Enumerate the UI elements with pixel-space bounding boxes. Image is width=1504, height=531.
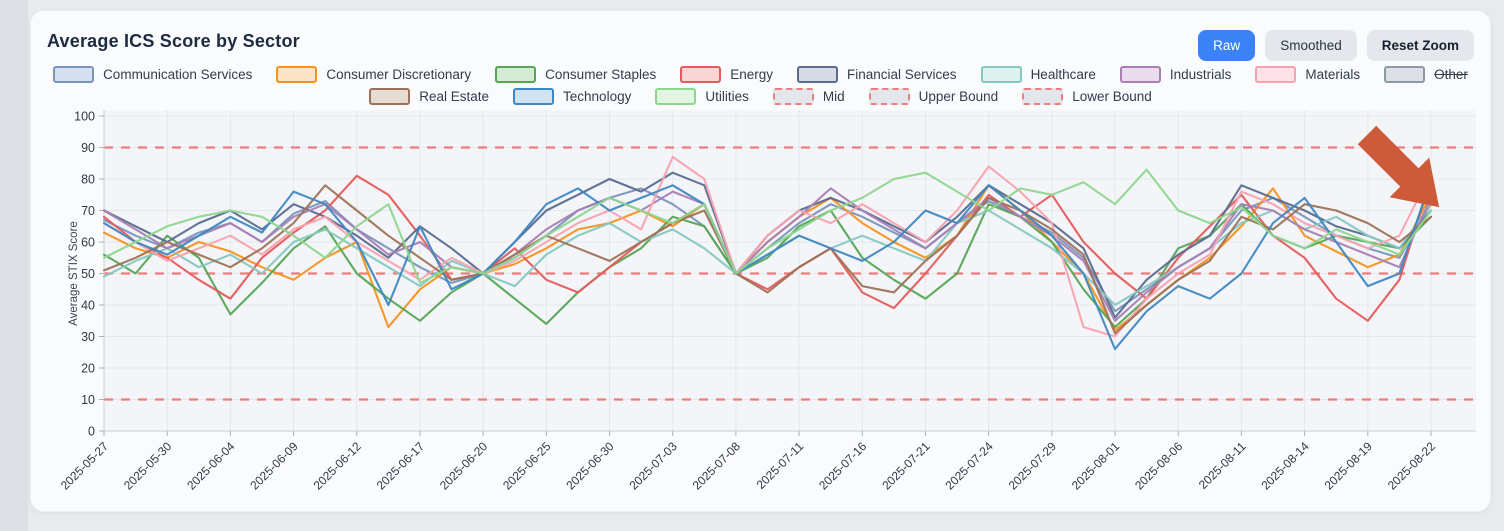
legend-label: Consumer Discretionary — [326, 67, 472, 82]
legend-swatch — [513, 88, 555, 105]
legend-label: Consumer Staples — [545, 67, 657, 82]
legend-label: Energy — [730, 67, 774, 82]
page-title: Average ICS Score by Sector — [47, 31, 300, 51]
x-tick-label: 2025-07-08 — [690, 439, 744, 493]
legend-swatch — [655, 88, 697, 105]
y-tick-label: 30 — [81, 330, 95, 344]
card-header: Average ICS Score by Sector Raw Smoothed… — [31, 11, 1490, 61]
x-tick-label: 2025-08-14 — [1258, 439, 1312, 493]
legend-swatch — [1255, 66, 1297, 83]
y-tick-label: 60 — [81, 236, 95, 250]
legend-label: Other — [1434, 67, 1468, 82]
plot-area — [104, 110, 1476, 431]
legend-label: Industrials — [1169, 67, 1232, 82]
x-tick-label: 2025-07-24 — [942, 439, 996, 493]
x-tick-label: 2025-06-04 — [184, 439, 238, 493]
trend-arrow-annotation — [1357, 125, 1440, 208]
legend-label: Healthcare — [1030, 67, 1096, 82]
smoothed-button[interactable]: Smoothed — [1265, 30, 1357, 61]
legend-label: Technology — [563, 89, 632, 104]
x-tick-label: 2025-08-01 — [1069, 439, 1123, 493]
legend-item-other[interactable]: Other — [1384, 66, 1468, 83]
y-tick-label: 50 — [81, 267, 95, 281]
legend-label: Financial Services — [847, 67, 957, 82]
legend-item-mid[interactable]: Mid — [772, 88, 845, 105]
legend-item-communication-services[interactable]: Communication Services — [53, 66, 252, 83]
x-tick-label: 2025-06-30 — [563, 439, 617, 493]
legend-item-technology[interactable]: Technology — [513, 88, 631, 105]
y-tick-label: 90 — [81, 141, 95, 155]
x-tick-label: 2025-06-17 — [374, 439, 428, 493]
y-tick-label: 70 — [81, 204, 95, 218]
y-tick-label: 0 — [88, 425, 95, 439]
legend-swatch — [797, 66, 839, 83]
legend-swatch — [495, 66, 537, 83]
legend-label: Real Estate — [419, 89, 490, 104]
x-tick-label: 2025-08-06 — [1132, 439, 1186, 493]
x-tick-label: 2025-06-09 — [247, 439, 301, 493]
legend-item-consumer-staples[interactable]: Consumer Staples — [495, 66, 656, 83]
legend-item-energy[interactable]: Energy — [680, 66, 773, 83]
legend-label: Utilities — [705, 89, 749, 104]
toolbar: Raw Smoothed Reset Zoom — [1198, 30, 1474, 61]
x-tick-label: 2025-06-12 — [311, 439, 365, 493]
x-tick-label: 2025-08-19 — [1322, 439, 1376, 493]
x-tick-label: 2025-05-27 — [58, 439, 112, 493]
series-line-technology — [102, 177, 1433, 351]
legend-row: Communication Services Consumer Discretio… — [31, 66, 1490, 83]
y-tick-label: 100 — [74, 110, 95, 124]
x-tick-label: 2025-07-03 — [627, 439, 681, 493]
legend-item-healthcare[interactable]: Healthcare — [980, 66, 1096, 83]
x-tick-label: 2025-07-11 — [754, 439, 807, 492]
legend-row: Real Estate Technology Utilities Mid Upper B… — [31, 88, 1490, 105]
legend-item-utilities[interactable]: Utilities — [655, 88, 749, 105]
series-line-real-estate — [102, 184, 1433, 335]
legend-label: Materials — [1305, 67, 1361, 82]
legend-item-industrials[interactable]: Industrials — [1119, 66, 1232, 83]
raw-button[interactable]: Raw — [1198, 30, 1256, 61]
legend-item-materials[interactable]: Materials — [1255, 66, 1360, 83]
x-tick-label: 2025-06-20 — [437, 439, 491, 493]
x-tick-label: 2025-07-21 — [879, 439, 933, 493]
chart-legend: Communication Services Consumer Discretio… — [31, 66, 1490, 105]
legend-swatch — [369, 88, 411, 105]
x-tick-label: 2025-08-11 — [1196, 439, 1249, 492]
legend-item-real-estate[interactable]: Real Estate — [369, 88, 489, 105]
series-line-energy — [102, 174, 1433, 322]
legend-label: Lower Bound — [1072, 89, 1152, 104]
legend-label: Mid — [822, 89, 845, 104]
page-left-gutter — [0, 0, 28, 531]
legend-swatch — [680, 66, 722, 83]
chart-card: Average ICS Score by Sector Raw Smoothed… — [30, 10, 1491, 512]
legend-item-financial-services[interactable]: Financial Services — [797, 66, 957, 83]
legend-item-lower-bound[interactable]: Lower Bound — [1022, 88, 1152, 105]
x-tick-label: 2025-06-25 — [500, 439, 554, 493]
y-tick-label: 20 — [81, 362, 95, 376]
series-line-utilities — [102, 168, 1433, 284]
x-tick-label: 2025-05-30 — [121, 439, 175, 493]
y-tick-label: 80 — [81, 173, 95, 187]
legend-swatch — [868, 88, 910, 105]
legend-swatch — [980, 66, 1022, 83]
legend-swatch — [1119, 66, 1161, 83]
legend-item-consumer-discretionary[interactable]: Consumer Discretionary — [276, 66, 471, 83]
legend-label: Communication Services — [103, 67, 253, 82]
legend-item-upper-bound[interactable]: Upper Bound — [868, 88, 999, 105]
reset-zoom-button[interactable]: Reset Zoom — [1366, 30, 1474, 61]
x-tick-label: 2025-07-16 — [816, 439, 870, 493]
legend-swatch — [276, 66, 318, 83]
y-axis-title: Average STIX Score — [68, 221, 80, 326]
legend-swatch — [53, 66, 95, 83]
x-tick-label: 2025-08-22 — [1385, 439, 1439, 493]
x-tick-label: 2025-07-29 — [1006, 439, 1060, 493]
y-tick-label: 40 — [81, 299, 95, 313]
series-line-materials — [102, 155, 1433, 338]
legend-swatch — [772, 88, 814, 105]
line-chart[interactable]: 0 10 20 30 40 50 60 70 80 90 100 2025-05-27 2025-05-… — [31, 11, 1490, 511]
legend-label: Upper Bound — [918, 89, 999, 104]
legend-swatch — [1022, 88, 1064, 105]
legend-swatch — [1384, 66, 1426, 83]
y-tick-label: 10 — [81, 393, 95, 407]
